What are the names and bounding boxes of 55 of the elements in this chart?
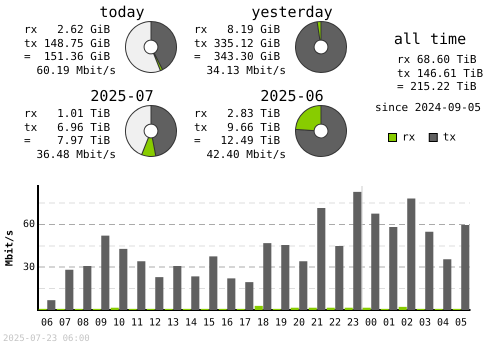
chart-title: 2025-06 [260, 87, 324, 105]
x-tick-label: 18 [256, 318, 270, 329]
text: tx 9.66 TiB [194, 120, 282, 134]
x-tick-label: 14 [185, 318, 198, 329]
x-tick-label: 20 [292, 318, 306, 329]
y-tick-label: 60 [22, 219, 36, 230]
chart-title: yesterday [250, 3, 334, 21]
text: rx 2.62 GiB [24, 23, 112, 36]
text: rx 8.19 GiB [194, 23, 282, 36]
y-axis-title: Mbit/s [4, 230, 16, 266]
text: = 343.30 GiB [194, 50, 282, 64]
legend-label: rx [402, 130, 416, 144]
x-tick-label: 10 [113, 318, 126, 329]
x-tick-label: 15 [203, 318, 216, 329]
text: tx 148.75 GiB [24, 36, 112, 50]
legend-label: tx [442, 130, 456, 144]
text: tx 6.96 TiB [24, 120, 112, 134]
text: 2025-07-23 06:00 [3, 334, 90, 344]
text: = 215.22 TiB [397, 80, 478, 94]
x-tick-label: 21 [310, 318, 324, 329]
text: rx 68.60 TiB [397, 53, 478, 66]
x-tick-label: 03 [418, 318, 432, 329]
y-tick-label: 30 [22, 262, 36, 273]
x-tick-label: 09 [95, 318, 108, 329]
x-tick-label: 11 [131, 318, 144, 329]
x-tick-label: 23 [346, 318, 360, 329]
x-tick-label: 04 [436, 318, 450, 329]
text: = 151.36 GiB [24, 50, 112, 64]
x-tick-label: 12 [149, 318, 162, 329]
text: since 2024-09-05 [375, 100, 481, 114]
text: 42.40 Mbit/s [206, 148, 286, 161]
x-tick-label: 05 [454, 318, 468, 329]
x-tick-label: 17 [239, 318, 252, 329]
text: 34.13 Mbit/s [206, 64, 286, 77]
text: 60.19 Mbit/s [36, 64, 116, 77]
x-tick-label: 06 [41, 318, 54, 329]
chart-title: 2025-07 [89, 87, 155, 105]
text: tx 335.12 GiB [194, 36, 282, 50]
x-tick-label: 19 [274, 318, 288, 329]
x-tick-label: 08 [77, 318, 90, 329]
x-tick-label: 13 [167, 318, 180, 329]
chart-title: today [98, 3, 146, 21]
x-tick-label: 16 [221, 318, 234, 329]
text: tx 146.61 TiB [397, 66, 484, 80]
x-tick-label: 02 [400, 318, 414, 329]
text: rx 1.01 TiB [24, 107, 112, 120]
text: = 12.49 TiB [194, 134, 282, 148]
x-tick-label: 07 [59, 318, 72, 329]
text: = 7.97 TiB [24, 134, 112, 148]
text: rx 2.83 TiB [194, 107, 282, 120]
x-tick-label: 01 [382, 318, 396, 329]
x-tick-label: 00 [364, 318, 378, 329]
text: all time [392, 30, 468, 48]
text: 36.48 Mbit/s [36, 148, 116, 161]
x-tick-label: 22 [328, 318, 342, 329]
